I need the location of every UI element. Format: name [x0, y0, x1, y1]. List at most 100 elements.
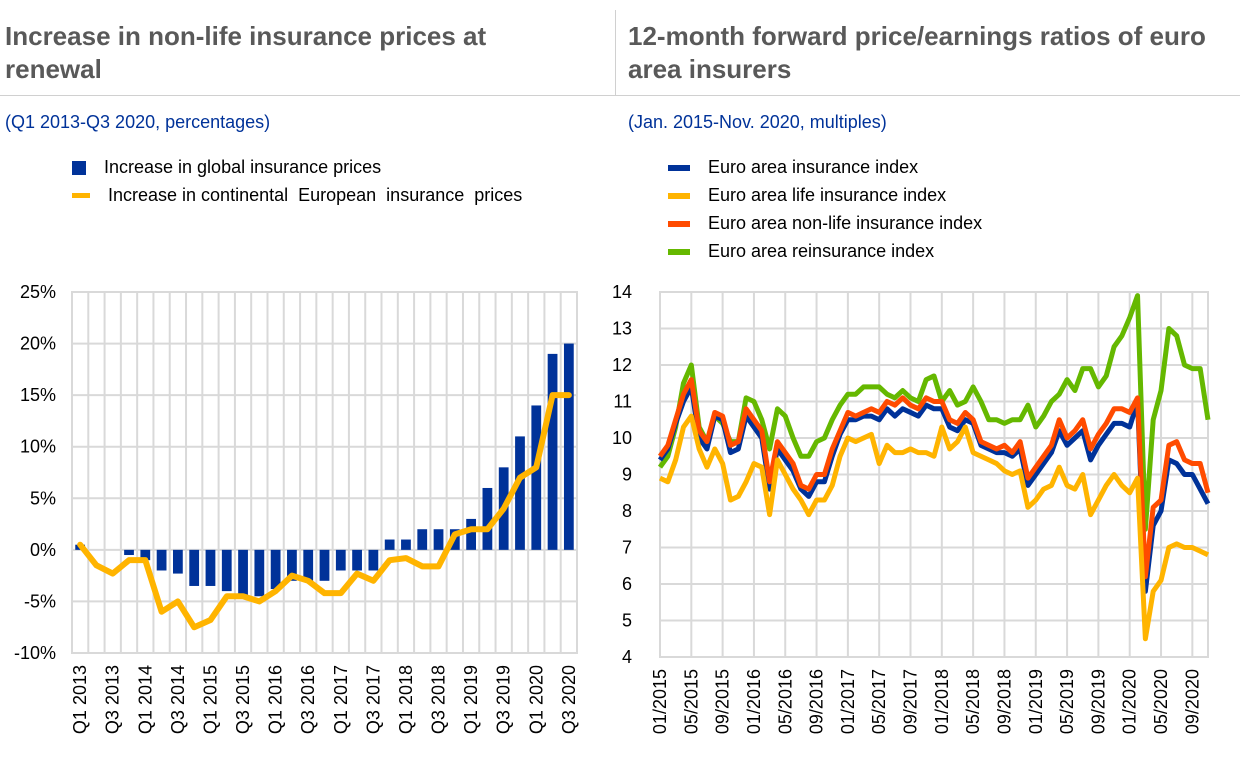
bar	[563, 343, 574, 550]
panel-divider	[615, 10, 616, 95]
x-tick-label: Q1 2016	[266, 665, 286, 734]
x-tick-label: 01/2016	[744, 669, 764, 734]
y-tick-label: 10	[612, 428, 632, 448]
y-tick-label: 20%	[20, 334, 56, 354]
bar	[547, 353, 558, 550]
y-tick-label: 25%	[20, 282, 56, 302]
left-chart-subtitle: (Q1 2013-Q3 2020, percentages)	[5, 112, 271, 132]
bar	[401, 539, 411, 550]
right-chart-title: 12-month forward price/earnings ratios o…	[628, 21, 1206, 84]
bar	[384, 539, 395, 550]
continental-price-line	[77, 392, 572, 631]
bar	[303, 549, 314, 581]
y-tick-label: 10%	[20, 437, 56, 457]
legend-nonlife: Euro area non-life insurance index	[668, 213, 982, 234]
x-tick-label: Q3 2018	[429, 665, 449, 734]
y-tick-label: -5%	[24, 591, 56, 611]
series-line-euro-area-non-life-insurance-index	[657, 377, 1211, 580]
x-tick-label: 01/2019	[1026, 669, 1046, 734]
y-tick-label: 11	[613, 392, 632, 412]
x-tick-label: 01/2017	[838, 669, 858, 734]
legend-reinsurance: Euro area reinsurance index	[668, 241, 934, 262]
y-tick-label: 13	[612, 319, 632, 339]
x-tick-label: 09/2019	[1088, 669, 1108, 734]
x-tick-label: 09/2016	[807, 669, 827, 734]
x-tick-label: Q3 2015	[233, 665, 253, 734]
title-divider	[0, 95, 1240, 96]
x-tick-label: Q1 2015	[200, 665, 220, 734]
series-line-euro-area-life-insurance-index	[658, 413, 1210, 642]
x-tick-label: 05/2019	[1057, 669, 1077, 734]
x-tick-label: 09/2017	[901, 669, 921, 734]
bar	[124, 549, 134, 556]
y-tick-label: -10%	[14, 643, 56, 663]
x-tick-label: Q3 2017	[363, 665, 383, 734]
right-chart-subtitle: (Jan. 2015-Nov. 2020, multiples)	[628, 112, 887, 132]
bar	[335, 549, 346, 571]
legend-swatch-line	[72, 193, 90, 198]
y-tick-label: 0%	[30, 540, 56, 560]
legend-life: Euro area life insurance index	[668, 185, 946, 206]
legend-label: Euro area reinsurance index	[708, 241, 935, 261]
bar	[368, 549, 379, 571]
y-tick-label: 14	[612, 282, 632, 302]
legend-label: Euro area insurance index	[708, 157, 919, 177]
y-tick-label: 5	[622, 611, 632, 631]
bar	[221, 549, 232, 592]
bar	[417, 529, 428, 550]
y-tick-label: 5%	[30, 488, 56, 508]
bar	[515, 436, 525, 550]
legend-label: Increase in global insurance prices	[104, 157, 382, 177]
legend-continental: Increase in continental European insuran…	[72, 185, 522, 206]
x-tick-label: Q3 2013	[103, 665, 123, 734]
y-tick-label: 9	[622, 465, 632, 485]
legend-label: Increase in continental European insuran…	[108, 185, 523, 205]
legend-swatch-line	[668, 192, 690, 199]
bar	[482, 487, 493, 550]
x-tick-label: Q3 2019	[494, 665, 514, 734]
x-tick-label: 01/2015	[650, 669, 670, 734]
bar	[319, 549, 330, 581]
y-tick-label: 15%	[20, 385, 56, 405]
x-tick-label: Q1 2020	[526, 665, 546, 734]
series-line-euro-area-reinsurance-index	[657, 293, 1211, 532]
legend-swatch-bar	[72, 160, 86, 175]
x-tick-label: Q1 2017	[331, 665, 351, 734]
bar	[433, 529, 444, 550]
bar	[466, 518, 476, 550]
legend-swatch-line	[668, 248, 690, 255]
x-tick-label: 05/2020	[1151, 669, 1171, 734]
x-tick-label: 09/2018	[994, 669, 1014, 734]
x-tick-label: Q3 2020	[559, 665, 579, 734]
x-tick-label: 01/2020	[1120, 669, 1140, 734]
x-tick-label: 09/2015	[713, 669, 733, 734]
y-tick-label: 4	[622, 647, 632, 667]
bar	[254, 549, 265, 597]
x-tick-label: Q1 2018	[396, 665, 416, 734]
legend-label: Euro area life insurance index	[708, 185, 947, 205]
legend-swatch-line	[668, 164, 690, 171]
bar	[238, 549, 248, 597]
x-tick-label: 05/2016	[775, 669, 795, 734]
series-line-euro-area-insurance-index	[657, 384, 1211, 594]
y-tick-label: 8	[622, 501, 632, 521]
legend-label: Euro area non-life insurance index	[708, 213, 983, 233]
y-tick-label: 6	[622, 574, 632, 594]
legend-swatch-line	[668, 220, 690, 227]
bar	[189, 549, 200, 586]
bar	[205, 549, 216, 586]
bar	[140, 549, 151, 561]
bar	[352, 549, 362, 571]
legend-global: Increase in global insurance prices	[72, 157, 381, 178]
x-tick-label: 05/2017	[869, 669, 889, 734]
x-tick-label: Q1 2013	[70, 665, 90, 734]
y-tick-label: 12	[612, 355, 632, 375]
x-tick-label: 01/2018	[932, 669, 952, 734]
x-tick-label: Q3 2014	[168, 665, 188, 734]
x-tick-label: 05/2015	[681, 669, 701, 734]
left-chart-title: Increase in non-life insurance prices at…	[5, 21, 487, 84]
x-tick-label: Q1 2014	[135, 665, 155, 734]
x-tick-label: 09/2020	[1182, 669, 1202, 734]
bar	[531, 405, 542, 550]
